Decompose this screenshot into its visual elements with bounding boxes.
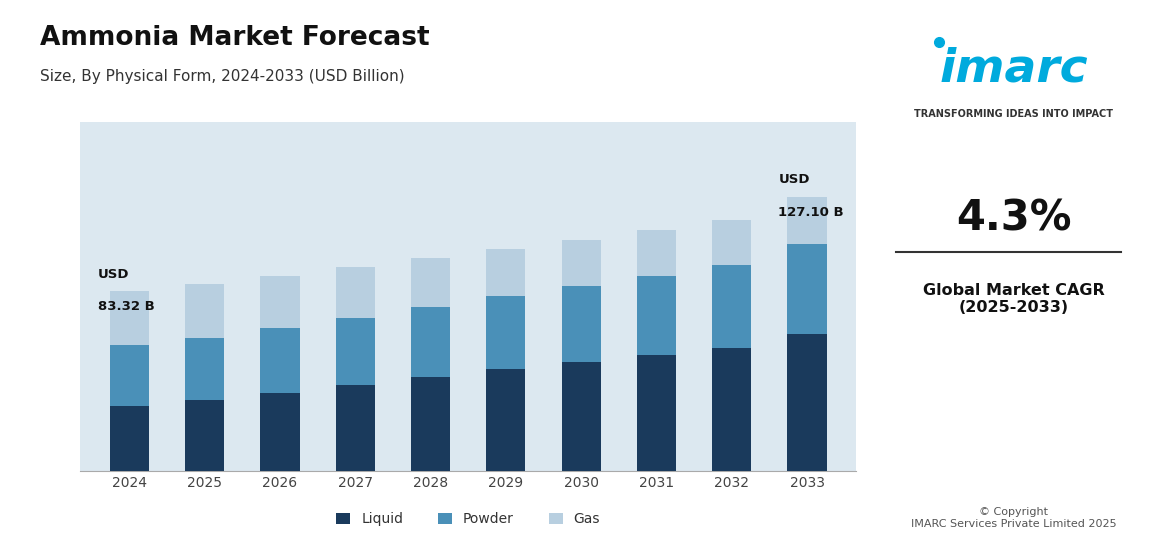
Bar [637, 230, 676, 276]
Text: 127.10 B: 127.10 B [779, 206, 845, 219]
Bar [712, 348, 751, 471]
Bar [637, 355, 676, 471]
Bar [411, 259, 450, 307]
Text: Size, By Physical Form, 2024-2033 (USD Billion): Size, By Physical Form, 2024-2033 (USD B… [40, 69, 404, 84]
Bar [110, 291, 149, 345]
Text: Ammonia Market Forecast: Ammonia Market Forecast [40, 25, 430, 51]
Text: Global Market CAGR
(2025-2033): Global Market CAGR (2025-2033) [923, 283, 1104, 315]
Bar [261, 393, 300, 471]
Text: 4.3%: 4.3% [956, 198, 1072, 240]
Bar [787, 197, 826, 244]
Bar [336, 386, 375, 471]
Text: TRANSFORMING IDEAS INTO IMPACT: TRANSFORMING IDEAS INTO IMPACT [915, 109, 1113, 119]
Bar [185, 284, 224, 338]
Bar [336, 267, 375, 318]
Text: USD: USD [779, 173, 810, 186]
Bar [411, 377, 450, 471]
Bar [486, 296, 525, 369]
Bar [787, 334, 826, 471]
Bar [787, 244, 826, 334]
Bar [486, 369, 525, 471]
Bar [562, 362, 601, 471]
Bar [185, 400, 224, 471]
Bar [261, 276, 300, 329]
Text: imarc: imarc [940, 47, 1088, 92]
Legend: Liquid, Powder, Gas: Liquid, Powder, Gas [331, 507, 606, 532]
Bar [110, 345, 149, 406]
Bar [562, 286, 601, 362]
Bar [336, 318, 375, 386]
Bar [486, 249, 525, 296]
Bar [712, 265, 751, 348]
Bar [637, 276, 676, 355]
Text: USD: USD [98, 268, 129, 281]
Bar [110, 406, 149, 471]
Text: © Copyright
IMARC Services Private Limited 2025: © Copyright IMARC Services Private Limit… [911, 507, 1117, 529]
Text: 83.32 B: 83.32 B [98, 300, 154, 313]
Bar [411, 307, 450, 377]
Bar [562, 240, 601, 286]
Bar [261, 329, 300, 393]
Bar [185, 338, 224, 400]
Bar [712, 219, 751, 265]
